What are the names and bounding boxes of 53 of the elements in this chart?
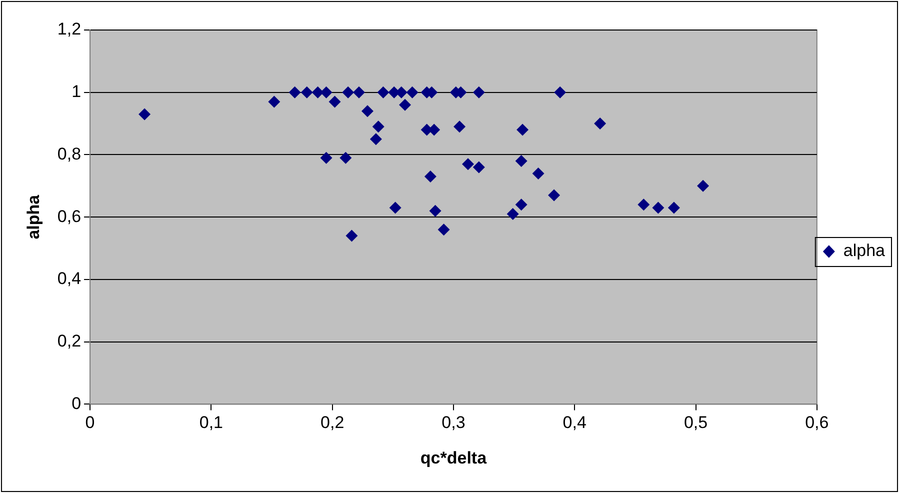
point: [462, 158, 474, 170]
y-tick-label: 0,4: [57, 269, 82, 288]
y-tick-label: 0,8: [57, 144, 82, 164]
y-tick-label: 0,6: [57, 206, 82, 226]
y-tick-label: 0,2: [57, 332, 82, 351]
point: [328, 96, 341, 108]
x-axis-title: qc*delta: [420, 448, 488, 468]
point: [268, 96, 280, 108]
point: [320, 152, 332, 164]
point: [352, 86, 365, 98]
point: [399, 98, 412, 111]
point: [652, 202, 664, 214]
y-axis-title: alpha: [24, 194, 43, 240]
point: [438, 224, 450, 236]
point: [377, 86, 390, 98]
point: [424, 170, 436, 183]
point: [346, 230, 358, 242]
point: [300, 86, 313, 98]
point: [370, 133, 382, 146]
point: [548, 189, 560, 202]
point: [506, 208, 519, 220]
point: [638, 198, 650, 211]
legend-label: alpha: [843, 241, 886, 260]
point: [515, 154, 528, 167]
point: [454, 120, 466, 133]
x-tick-label: 0,6: [805, 413, 829, 432]
point: [668, 202, 680, 214]
x-tick-label: 0,1: [199, 413, 223, 432]
point: [389, 202, 402, 214]
point: [288, 86, 301, 98]
point: [361, 105, 374, 118]
point: [554, 86, 566, 98]
x-tick-label: 0: [85, 413, 95, 432]
y-tick-label: 0: [72, 394, 82, 413]
point: [472, 161, 485, 174]
point: [138, 108, 151, 120]
x-tick-label: 0,2: [320, 413, 344, 432]
point: [340, 152, 352, 164]
point: [472, 86, 485, 98]
y-tick-label: 1,2: [57, 20, 82, 39]
point: [594, 118, 606, 130]
x-tick-label: 0,3: [442, 413, 466, 432]
point: [429, 204, 442, 217]
point: [406, 86, 418, 98]
point: [697, 180, 710, 192]
point: [515, 198, 528, 211]
point: [372, 120, 384, 133]
x-tick-label: 0,4: [562, 413, 586, 432]
point: [516, 124, 529, 136]
x-tick-label: 0,5: [684, 413, 708, 432]
point: [532, 167, 544, 180]
point: [342, 86, 354, 98]
y-tick-label: 1: [72, 82, 82, 102]
